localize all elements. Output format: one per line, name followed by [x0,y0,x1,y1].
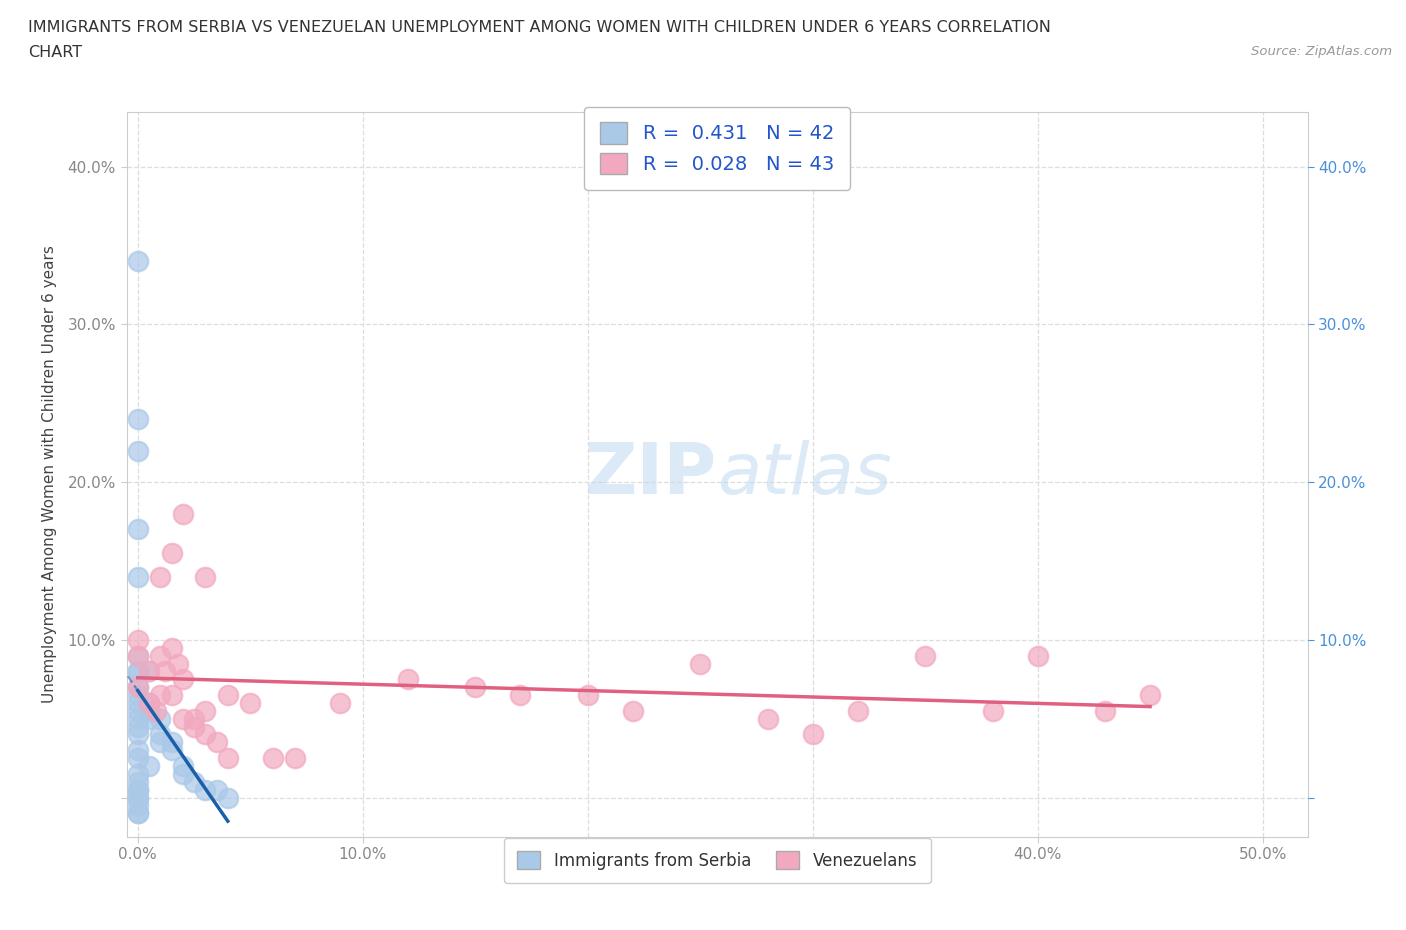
Y-axis label: Unemployment Among Women with Children Under 6 years: Unemployment Among Women with Children U… [42,246,56,703]
Point [160,687,183,702]
Point [396,671,419,686]
Point [183,719,205,734]
Point [127,790,149,805]
Point [217,790,239,805]
Point [127,806,149,821]
Point [138,664,160,679]
Text: CHART: CHART [28,45,82,60]
Text: ZIP: ZIP [585,440,717,509]
Point [172,671,194,686]
Point [217,687,239,702]
Point [127,711,149,726]
Point [127,412,149,427]
Point [127,664,149,679]
Point [464,680,486,695]
Point [127,727,149,742]
Point [138,711,160,726]
Point [1139,687,1161,702]
Point [172,506,194,521]
Point [127,680,149,695]
Text: IMMIGRANTS FROM SERBIA VS VENEZUELAN UNEMPLOYMENT AMONG WOMEN WITH CHILDREN UNDE: IMMIGRANTS FROM SERBIA VS VENEZUELAN UNE… [28,20,1052,35]
Point [149,727,172,742]
Point [160,641,183,656]
Text: Source: ZipAtlas.com: Source: ZipAtlas.com [1251,45,1392,58]
Point [127,444,149,458]
Point [183,775,205,790]
Legend: Immigrants from Serbia, Venezuelans: Immigrants from Serbia, Venezuelans [503,838,931,884]
Point [217,751,239,765]
Point [160,743,183,758]
Point [756,711,779,726]
Point [1094,703,1116,718]
Point [127,648,149,663]
Point [172,766,194,781]
Point [262,751,284,765]
Point [127,719,149,734]
Point [801,727,824,742]
Point [149,569,172,584]
Point [127,743,149,758]
Point [127,703,149,718]
Point [167,656,190,671]
Point [127,798,149,813]
Point [239,696,262,711]
Point [138,703,160,718]
Point [127,751,149,765]
Point [846,703,869,718]
Point [284,751,307,765]
Point [576,687,599,702]
Point [127,775,149,790]
Point [127,696,149,711]
Text: atlas: atlas [717,440,891,509]
Point [127,687,149,702]
Point [149,735,172,750]
Point [689,656,711,671]
Point [127,766,149,781]
Point [183,711,205,726]
Point [138,696,160,711]
Point [127,782,149,797]
Point [205,735,228,750]
Point [145,703,167,718]
Point [981,703,1004,718]
Point [149,648,172,663]
Point [127,648,149,663]
Point [160,735,183,750]
Point [205,782,228,797]
Point [127,522,149,537]
Point [127,569,149,584]
Point [172,759,194,774]
Point [127,806,149,821]
Point [914,648,936,663]
Point [138,696,160,711]
Point [127,782,149,797]
Point [127,632,149,647]
Point [127,680,149,695]
Point [127,254,149,269]
Point [621,703,644,718]
Point [138,664,160,679]
Point [194,703,217,718]
Point [127,790,149,805]
Point [509,687,531,702]
Point [329,696,352,711]
Point [160,546,183,561]
Point [172,711,194,726]
Point [153,664,176,679]
Point [194,727,217,742]
Point [194,782,217,797]
Point [1026,648,1049,663]
Point [149,687,172,702]
Point [127,664,149,679]
Point [149,711,172,726]
Point [194,569,217,584]
Point [138,759,160,774]
